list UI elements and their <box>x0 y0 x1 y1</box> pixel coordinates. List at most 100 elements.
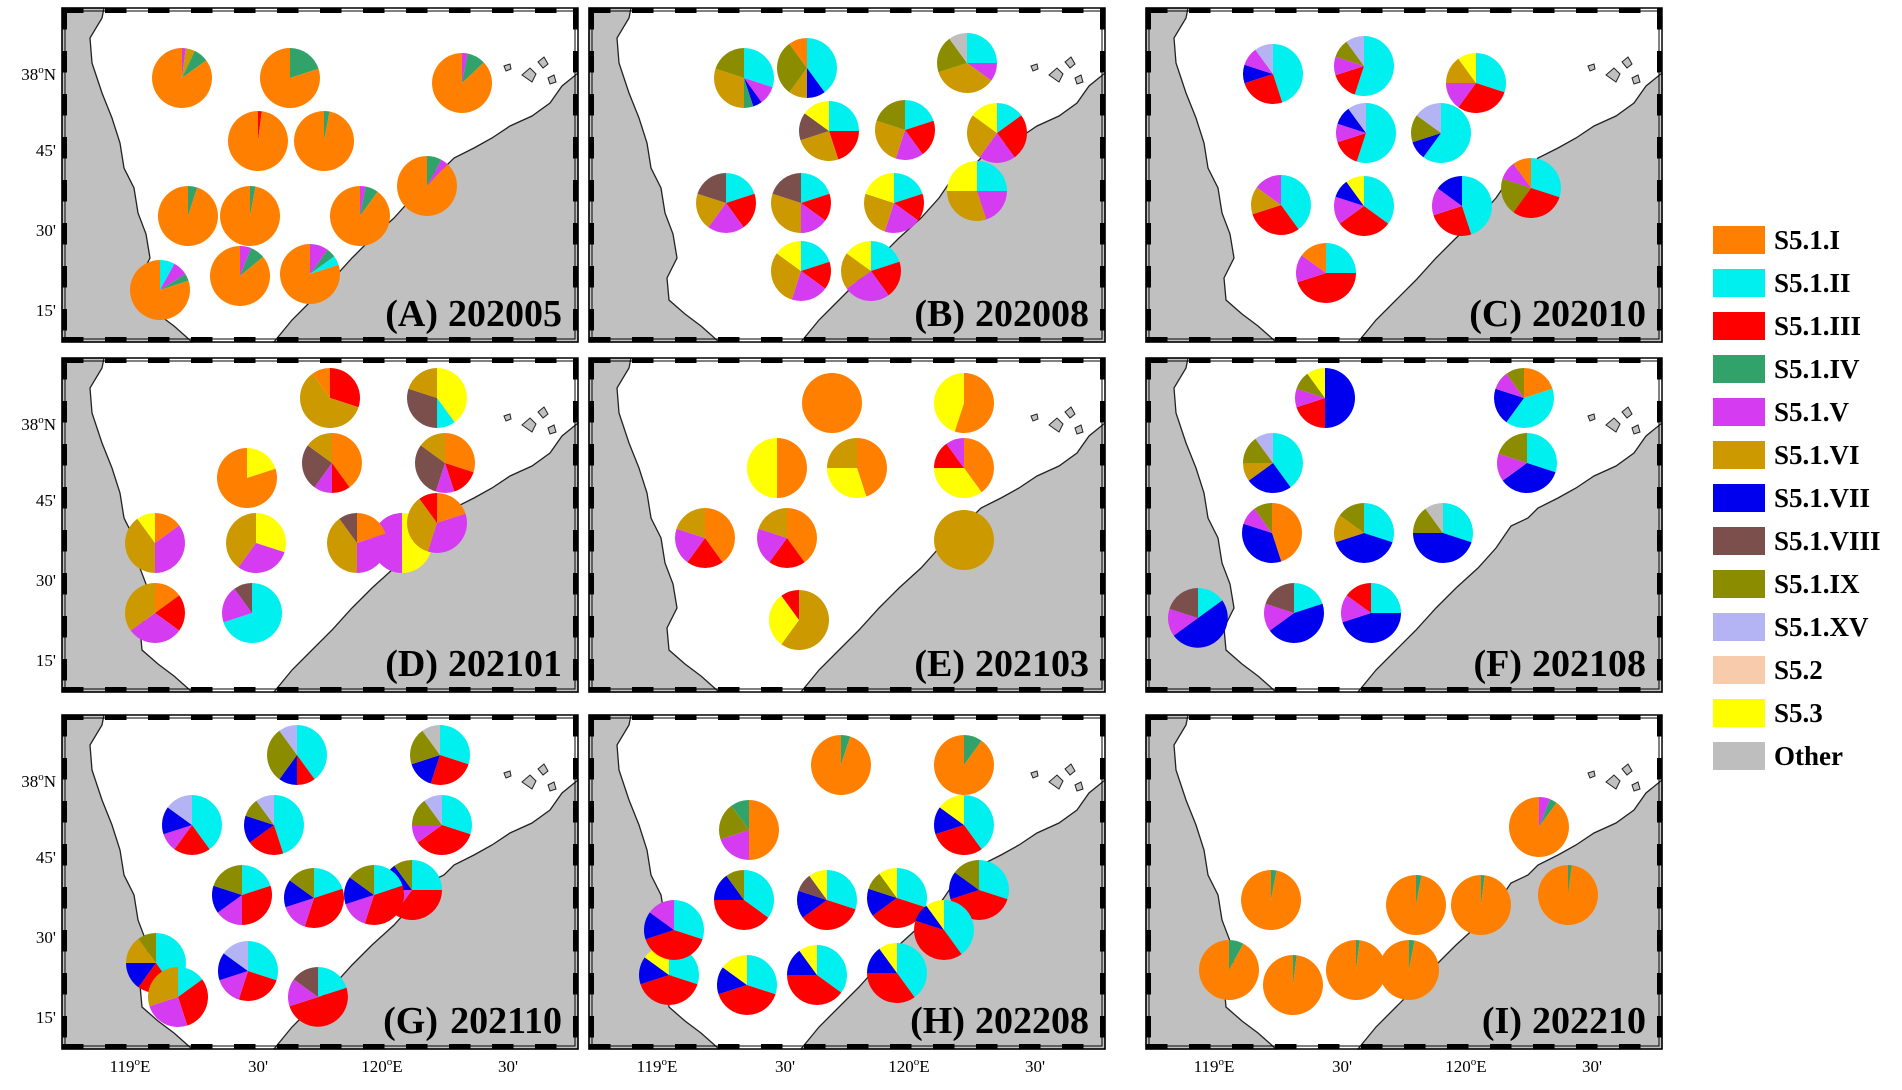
legend-swatch <box>1713 570 1765 598</box>
island <box>521 774 537 790</box>
legend-swatch <box>1713 613 1765 641</box>
pie-slice <box>639 957 669 985</box>
pie-slice <box>151 48 212 108</box>
pie-slice <box>977 191 1007 220</box>
pie-slice <box>744 48 774 88</box>
pie-slice <box>318 967 347 997</box>
pie-slice <box>1325 368 1355 428</box>
frame-tick <box>449 8 471 13</box>
pie-slice <box>223 583 283 643</box>
pie-slice <box>649 900 674 930</box>
frame-tick <box>589 715 611 720</box>
pie-slice <box>1537 865 1598 925</box>
frame-tick <box>62 487 67 509</box>
frame-tick <box>277 1044 299 1049</box>
panel-letter: (F) <box>1473 643 1522 685</box>
pie <box>714 870 774 930</box>
pie-slice <box>705 508 735 563</box>
pie <box>934 438 994 498</box>
frame-tick <box>933 8 955 13</box>
frame-tick <box>1146 94 1151 116</box>
island <box>1048 417 1064 433</box>
pie-slice <box>1502 163 1531 188</box>
frame-tick <box>573 94 578 116</box>
pie-slice <box>174 825 210 855</box>
pie <box>1334 503 1394 563</box>
pie-slice <box>437 398 455 428</box>
frame-tick <box>847 1044 869 1049</box>
pie-slice <box>240 246 252 276</box>
frame-tick <box>320 8 342 13</box>
pie-slice <box>731 800 749 830</box>
pie-slice <box>777 438 807 498</box>
frame-tick <box>1100 223 1105 245</box>
pie-slice <box>949 872 979 900</box>
pie-slice <box>875 120 905 159</box>
axis-tick-label: 120oE <box>888 1056 929 1076</box>
frame-tick <box>976 715 998 720</box>
frame-tick <box>1100 616 1105 638</box>
pie <box>1508 797 1569 857</box>
island <box>1587 413 1596 422</box>
pie-slice <box>424 795 442 825</box>
pie-slice <box>1339 206 1389 236</box>
axis-tick-label: 45' <box>36 491 56 510</box>
frame-tick <box>761 358 783 363</box>
pie-slice <box>299 373 359 429</box>
axis-tick-label: 120oE <box>1445 1056 1486 1076</box>
pie-slice <box>867 973 915 1003</box>
pie-slice <box>771 193 801 233</box>
frame-tick <box>1490 8 1512 13</box>
land-west <box>1145 714 1278 1050</box>
pie-slice <box>412 860 442 890</box>
frame-tick <box>1619 358 1641 363</box>
frame-tick <box>62 973 67 995</box>
pie-slice <box>216 448 277 508</box>
pie <box>302 433 362 493</box>
pie <box>717 955 777 1015</box>
frame-tick <box>1146 358 1151 380</box>
pie-slice <box>155 525 185 573</box>
pie-slice <box>178 979 208 1026</box>
frame-tick <box>105 687 127 692</box>
frame-tick <box>1146 1016 1151 1038</box>
pie-slice <box>234 583 252 613</box>
pie <box>937 33 997 93</box>
frame-tick <box>1146 616 1151 638</box>
pie-slice <box>726 193 756 228</box>
pie-slice <box>1413 508 1443 533</box>
frame-tick <box>573 401 578 423</box>
pie-slice <box>944 900 974 955</box>
panel-letter: (D) <box>385 643 438 685</box>
pie-slice <box>1513 158 1531 188</box>
pie-slice <box>1432 188 1462 216</box>
pie-slice <box>1242 523 1282 563</box>
pie-slice <box>160 263 186 290</box>
pie <box>1501 158 1561 218</box>
island <box>1605 774 1621 790</box>
frame-tick <box>535 337 557 342</box>
frame-tick <box>105 358 127 363</box>
frame-tick <box>1657 223 1662 245</box>
frame-tick <box>1146 687 1168 692</box>
pie-slice <box>1433 206 1472 236</box>
pie <box>1168 588 1228 648</box>
frame-tick <box>1619 715 1641 720</box>
pie-slice <box>884 203 919 233</box>
pie-slice <box>245 800 274 825</box>
frame-tick <box>406 687 428 692</box>
pie-slice <box>867 888 897 916</box>
pie-slice <box>417 825 471 855</box>
pie <box>125 513 185 573</box>
pie <box>125 583 185 643</box>
frame-tick <box>589 401 594 423</box>
pie-slice <box>412 825 442 843</box>
frame-tick <box>363 337 385 342</box>
frame-tick <box>589 223 594 245</box>
pie-slice <box>1416 875 1422 905</box>
pie-slice <box>1450 875 1511 935</box>
pie <box>675 508 735 568</box>
legend-label: S5.1.III <box>1774 311 1861 341</box>
pie-slice <box>804 101 829 131</box>
pie-slice <box>799 113 829 141</box>
